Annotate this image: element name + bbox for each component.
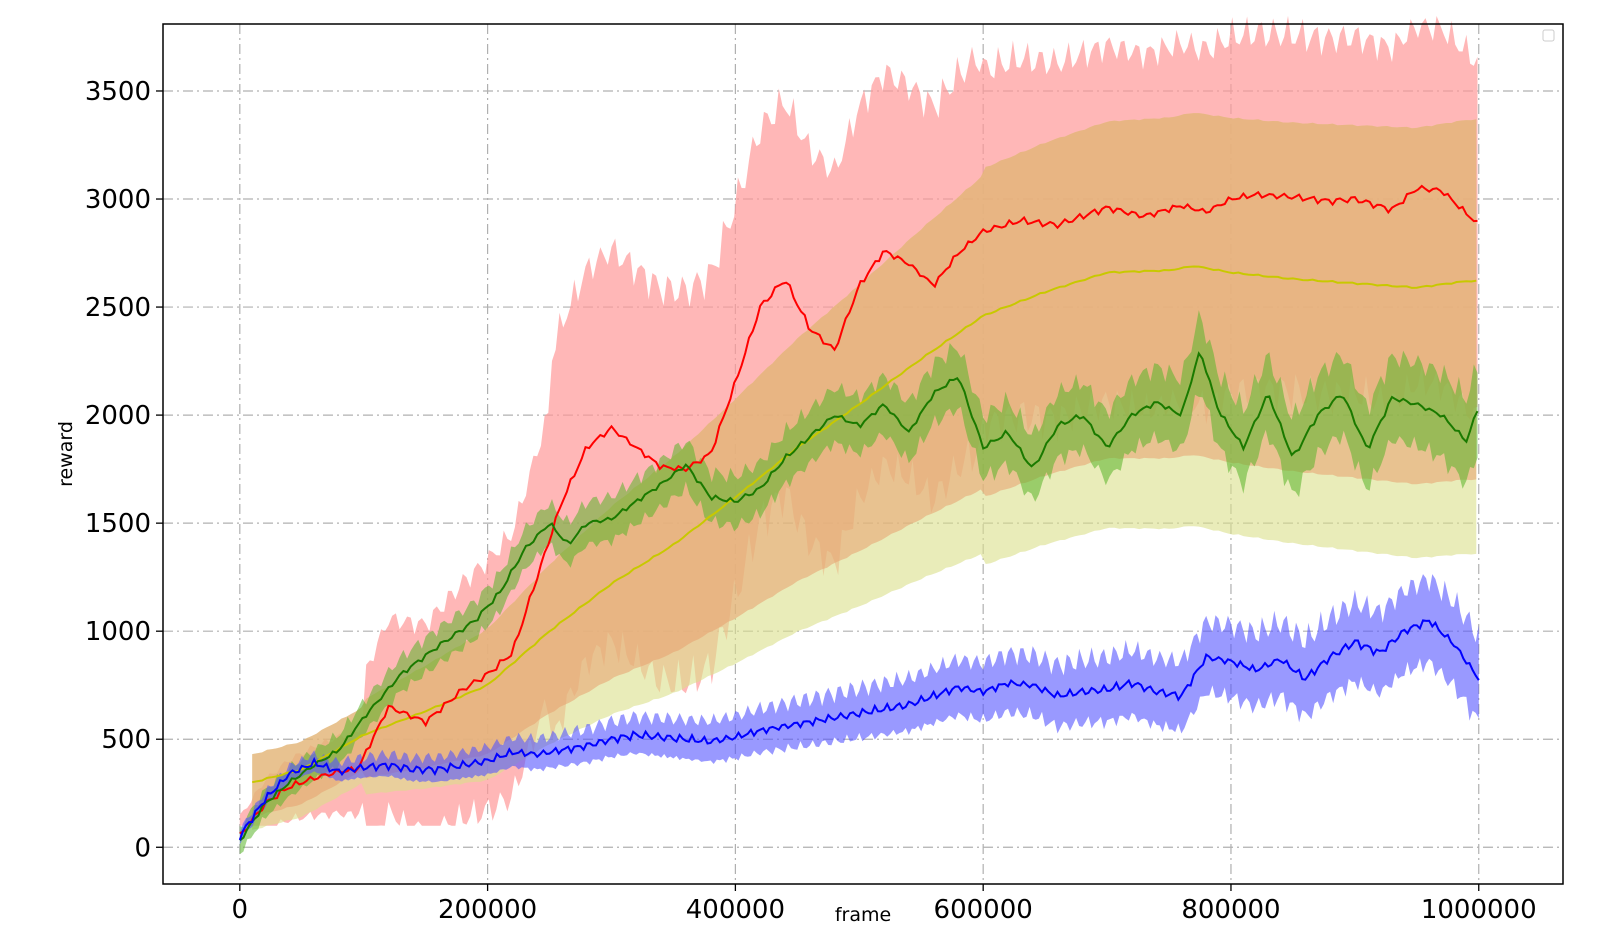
blue-series-line bbox=[238, 619, 1480, 841]
plot-frame bbox=[162, 23, 1564, 885]
y-tick-label-5: 2500 bbox=[85, 293, 151, 323]
x-tick-label-5: 1000000 bbox=[1421, 895, 1537, 925]
x-tick-label-3: 600000 bbox=[934, 895, 1033, 925]
legend bbox=[1542, 29, 1555, 42]
x-axis-label: frame bbox=[835, 904, 891, 926]
x-tick-label-2: 400000 bbox=[686, 895, 785, 925]
y-tick-label-3: 1500 bbox=[85, 509, 151, 539]
overlap-band bbox=[252, 113, 1477, 817]
red-series-line bbox=[239, 184, 1478, 835]
confidence-bands bbox=[239, 15, 1479, 855]
y-tick-label-6: 3000 bbox=[85, 185, 151, 215]
y-tick-label-1: 500 bbox=[101, 725, 151, 755]
axis-ticks: 0 200000 400000 600000 800000 1000000 0 500 1000… bbox=[85, 77, 1537, 925]
y-tick-label-7: 3500 bbox=[85, 77, 151, 107]
y-tick-label-0: 0 bbox=[134, 833, 151, 863]
y-axis-label: reward bbox=[55, 421, 77, 487]
y-tick-label-2: 1000 bbox=[85, 617, 151, 647]
green-series-line bbox=[239, 351, 1479, 842]
x-tick-label-1: 200000 bbox=[438, 895, 537, 925]
x-tick-label-0: 0 bbox=[232, 895, 249, 925]
blue-band bbox=[239, 574, 1479, 845]
x-tick-label-4: 800000 bbox=[1181, 895, 1280, 925]
green-band bbox=[239, 310, 1478, 855]
y-tick-label-4: 2000 bbox=[85, 401, 151, 431]
series-lines bbox=[238, 184, 1480, 842]
